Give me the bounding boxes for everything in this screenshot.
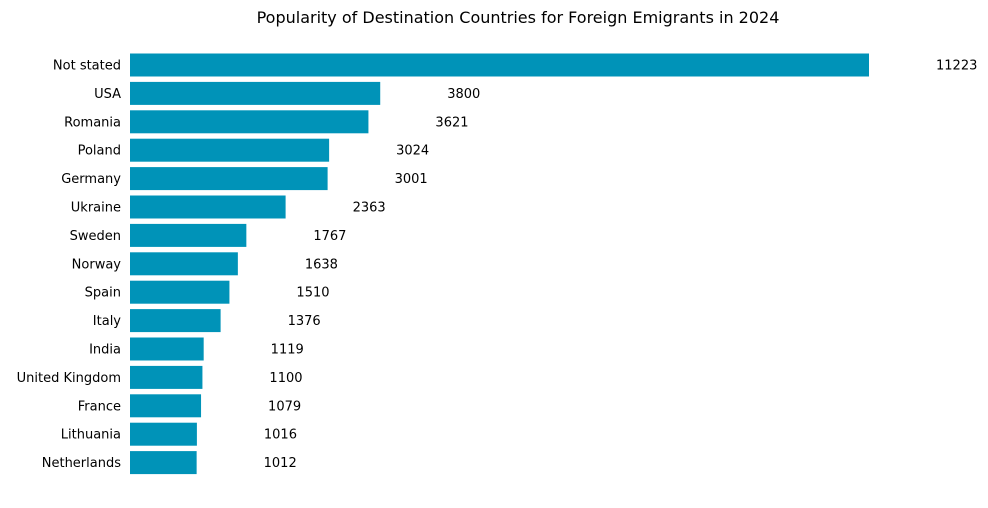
- bar-romania: [130, 110, 368, 133]
- bar-lithuania: [130, 423, 197, 446]
- bar-spain: [130, 281, 229, 304]
- bar-italy: [130, 309, 221, 332]
- category-label: Ukraine: [71, 201, 121, 216]
- value-label: 1016: [264, 428, 297, 443]
- category-label: Lithuania: [61, 428, 121, 443]
- bar-germany: [130, 167, 328, 190]
- category-label: Poland: [78, 144, 121, 159]
- bar-ukraine: [130, 196, 286, 219]
- chart-title: Popularity of Destination Countries for …: [257, 8, 780, 27]
- category-label: Not stated: [53, 59, 121, 74]
- category-label: USA: [94, 87, 121, 102]
- bars-group: [130, 54, 869, 475]
- value-label: 3024: [396, 144, 429, 159]
- value-label: 3621: [435, 115, 468, 130]
- category-label: India: [89, 343, 121, 358]
- value-labels: 11223 3800 3621 3024 3001 2363 1767 1638 1510 137…: [264, 59, 978, 472]
- value-label: 2363: [353, 201, 386, 216]
- value-label: 1767: [313, 229, 346, 244]
- value-label: 3001: [395, 172, 428, 187]
- category-label: Italy: [93, 314, 122, 329]
- bar-india: [130, 338, 204, 361]
- bar-not-stated: [130, 54, 869, 77]
- bar-sweden: [130, 224, 246, 247]
- value-label: 1012: [264, 456, 297, 471]
- bar-netherlands: [130, 451, 197, 474]
- value-label: 1510: [296, 286, 329, 301]
- value-label: 1638: [305, 257, 338, 272]
- category-label: Netherlands: [42, 456, 121, 471]
- category-label: Romania: [64, 115, 121, 130]
- category-label: France: [78, 399, 121, 414]
- value-label: 11223: [936, 59, 977, 74]
- category-labels: Not stated USA Romania Poland Germany Ukraine…: [17, 59, 122, 472]
- category-label: Sweden: [70, 229, 121, 244]
- bar-norway: [130, 252, 238, 275]
- category-label: Norway: [72, 257, 122, 272]
- bar-poland: [130, 139, 329, 162]
- value-label: 1376: [288, 314, 321, 329]
- category-label: United Kingdom: [17, 371, 121, 386]
- value-label: 1100: [269, 371, 302, 386]
- bar-usa: [130, 82, 380, 105]
- value-label: 1079: [268, 399, 301, 414]
- category-label: Germany: [61, 172, 121, 187]
- value-label: 1119: [271, 343, 304, 358]
- category-label: Spain: [85, 286, 121, 301]
- bar-france: [130, 394, 201, 417]
- bar-united-kingdom: [130, 366, 202, 389]
- value-label: 3800: [447, 87, 480, 102]
